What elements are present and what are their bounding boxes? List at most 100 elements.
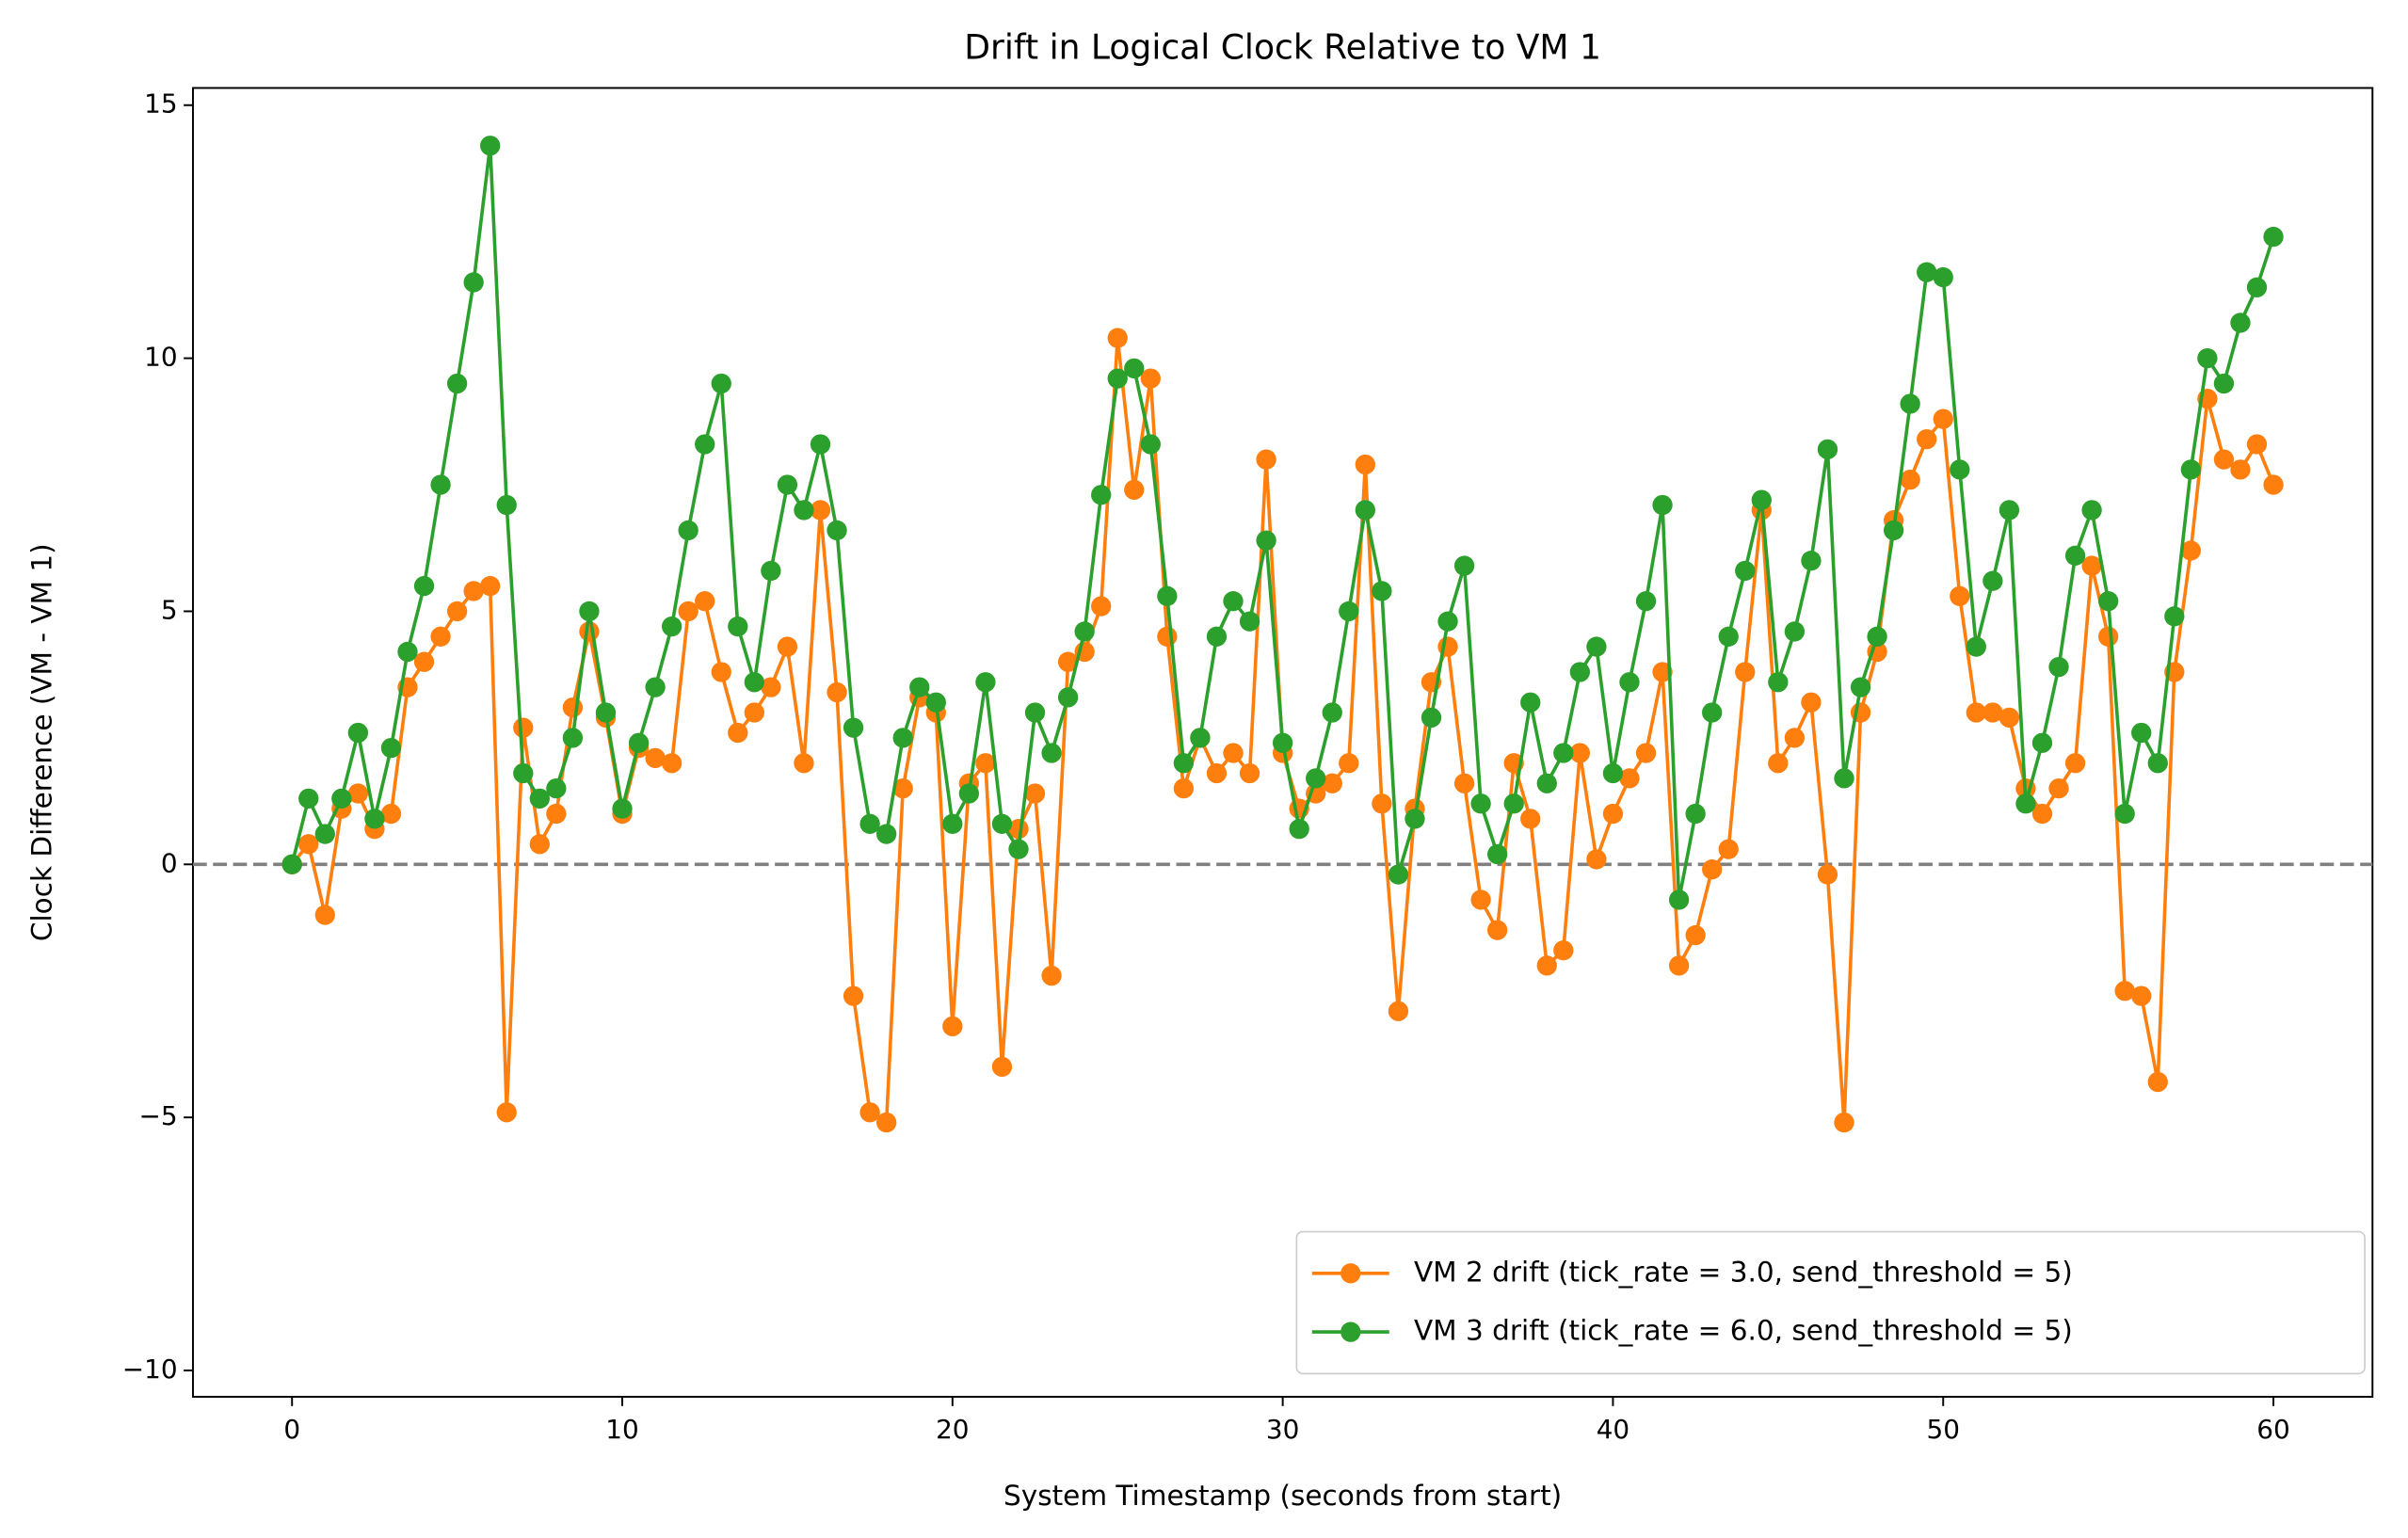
data-point bbox=[1536, 773, 1557, 793]
data-point bbox=[413, 651, 435, 672]
data-point bbox=[1553, 940, 1574, 961]
data-point bbox=[2048, 777, 2069, 799]
data-point bbox=[2048, 656, 2069, 678]
data-point bbox=[1801, 551, 1822, 571]
data-point bbox=[1917, 262, 1937, 282]
data-point bbox=[975, 672, 996, 693]
data-point bbox=[1355, 454, 1375, 475]
data-point bbox=[2131, 722, 2152, 744]
data-point bbox=[827, 681, 847, 703]
data-point bbox=[645, 677, 666, 697]
data-point bbox=[1834, 1112, 1854, 1133]
chart-title: Drift in Logical Clock Relative to VM 1 bbox=[964, 27, 1601, 67]
data-point bbox=[1388, 864, 1409, 885]
data-point bbox=[1223, 591, 1244, 612]
data-point bbox=[1124, 358, 1145, 379]
data-point bbox=[1553, 743, 1574, 763]
data-point bbox=[1173, 753, 1195, 774]
data-point bbox=[1718, 626, 1739, 647]
data-point bbox=[1668, 955, 1690, 976]
data-point bbox=[1685, 803, 1706, 825]
data-point bbox=[1735, 662, 1756, 682]
data-point bbox=[1933, 409, 1953, 429]
data-point bbox=[1883, 520, 1904, 541]
data-point bbox=[314, 905, 335, 925]
data-point bbox=[1702, 702, 1723, 723]
data-point bbox=[1008, 839, 1029, 859]
data-point bbox=[529, 834, 550, 855]
data-point bbox=[1784, 621, 1806, 642]
data-point bbox=[1355, 500, 1375, 521]
y-tick-label: 10 bbox=[144, 342, 177, 373]
data-point bbox=[1421, 707, 1442, 729]
y-tick-label: 0 bbox=[161, 847, 178, 878]
data-point bbox=[1834, 768, 1854, 789]
data-point bbox=[2097, 591, 2119, 612]
data-point bbox=[2230, 312, 2251, 333]
data-point bbox=[1685, 924, 1706, 946]
data-point bbox=[430, 474, 451, 495]
data-point bbox=[496, 494, 517, 516]
data-point bbox=[2246, 434, 2268, 455]
data-point bbox=[892, 728, 913, 748]
data-point bbox=[1850, 677, 1871, 697]
data-point bbox=[695, 434, 715, 455]
data-point bbox=[1289, 819, 1309, 840]
data-point bbox=[1372, 793, 1392, 814]
data-point bbox=[1768, 753, 1789, 774]
data-point bbox=[1256, 530, 1276, 551]
data-point bbox=[761, 560, 781, 582]
data-point bbox=[2213, 373, 2235, 394]
data-point bbox=[1124, 479, 1145, 501]
data-point bbox=[562, 728, 584, 748]
data-point bbox=[2097, 626, 2119, 647]
data-point bbox=[579, 601, 600, 622]
legend-box bbox=[1295, 1230, 2366, 1375]
data-point bbox=[2131, 985, 2152, 1006]
data-point bbox=[991, 813, 1013, 834]
data-point bbox=[859, 813, 880, 834]
data-point bbox=[1339, 753, 1359, 774]
data-point bbox=[1735, 560, 1756, 582]
x-tick-label: 0 bbox=[283, 1414, 300, 1445]
data-point bbox=[1486, 920, 1508, 940]
data-point bbox=[298, 788, 319, 809]
data-point bbox=[777, 474, 798, 495]
data-point bbox=[661, 616, 682, 637]
data-point bbox=[546, 803, 567, 825]
data-point bbox=[1668, 889, 1690, 910]
data-point bbox=[1652, 494, 1673, 516]
x-tick-label: 20 bbox=[936, 1414, 969, 1445]
data-point bbox=[1239, 611, 1260, 632]
data-point bbox=[1619, 768, 1640, 789]
data-point bbox=[1173, 777, 1195, 799]
data-point bbox=[645, 747, 666, 769]
data-point bbox=[314, 824, 335, 844]
data-point bbox=[397, 641, 418, 663]
data-point bbox=[1751, 489, 1772, 510]
data-point bbox=[1024, 702, 1046, 723]
data-point bbox=[761, 677, 781, 697]
legend-marker bbox=[1340, 1263, 1361, 1284]
data-point bbox=[744, 672, 764, 693]
data-point bbox=[892, 777, 913, 799]
data-point bbox=[859, 1102, 880, 1123]
data-point bbox=[364, 809, 385, 829]
data-point bbox=[1091, 596, 1112, 617]
data-point bbox=[1322, 702, 1342, 723]
data-point bbox=[463, 581, 484, 601]
data-point bbox=[1950, 459, 1970, 480]
data-point bbox=[744, 702, 764, 723]
data-point bbox=[612, 798, 633, 819]
data-point bbox=[777, 636, 798, 657]
data-point bbox=[1074, 621, 1095, 642]
data-point bbox=[1867, 626, 1887, 647]
data-point bbox=[2230, 459, 2251, 480]
data-point bbox=[1917, 428, 1937, 450]
data-point bbox=[1602, 762, 1624, 784]
data-point bbox=[1405, 809, 1425, 829]
x-tick-label: 10 bbox=[605, 1414, 638, 1445]
x-tick-label: 50 bbox=[1927, 1414, 1960, 1445]
data-point bbox=[843, 717, 864, 738]
